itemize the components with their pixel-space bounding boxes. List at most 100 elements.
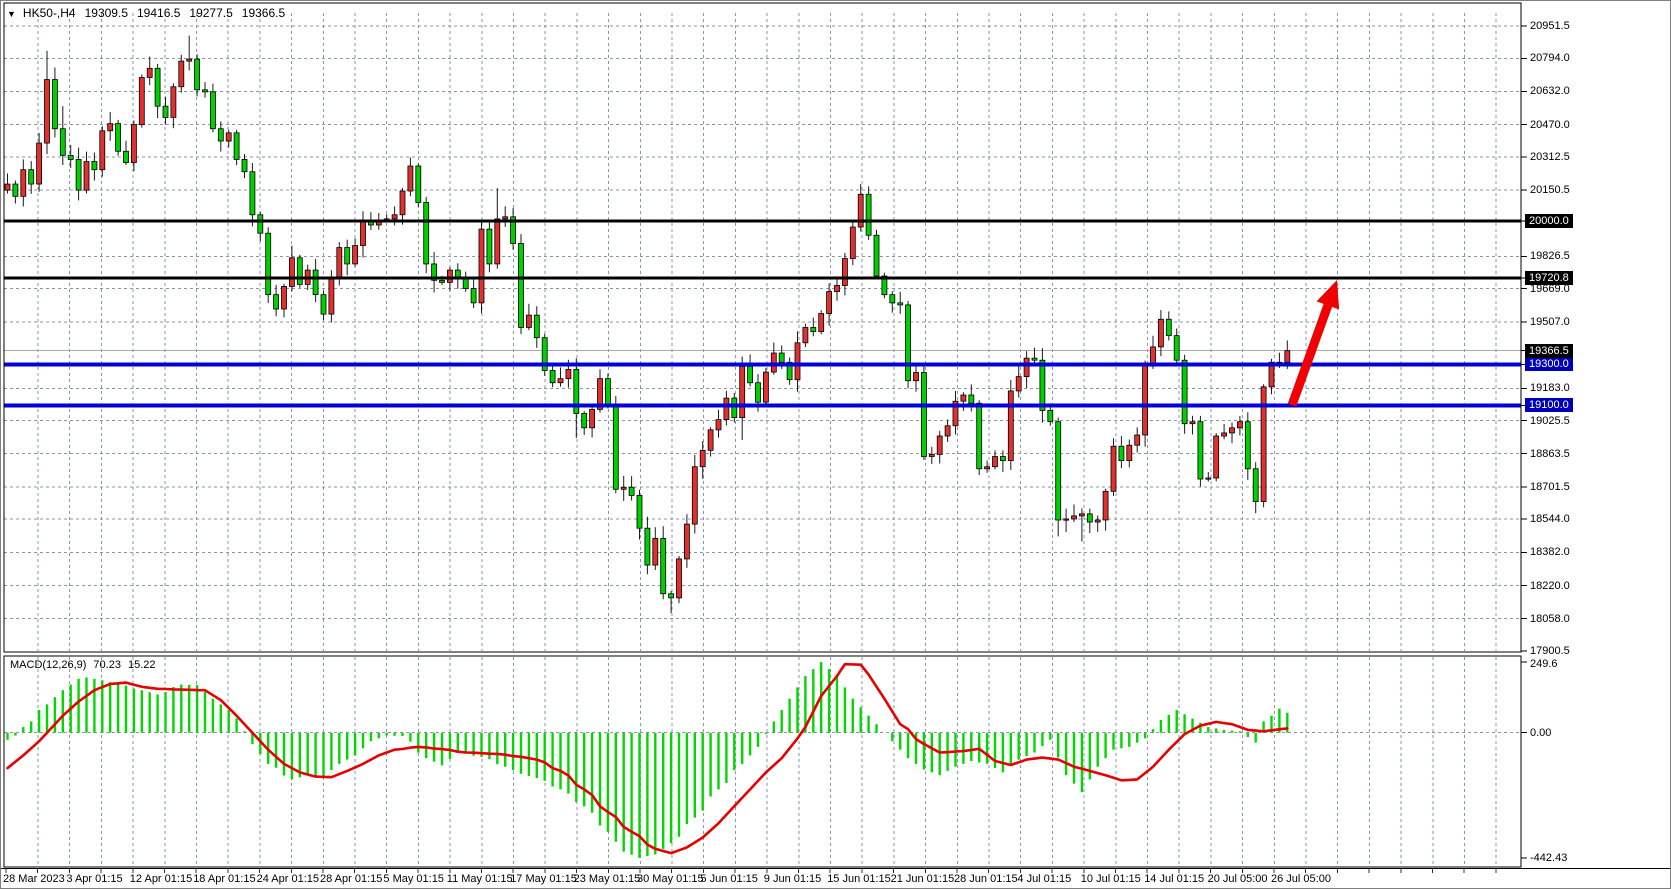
- candle: [810, 317, 817, 337]
- candle: [620, 475, 627, 501]
- candle: [605, 373, 611, 409]
- candle: [510, 208, 517, 250]
- symbol-dropdown-icon[interactable]: ▼: [7, 9, 16, 19]
- price-axis-label: 18220.0: [1530, 579, 1570, 592]
- time-axis-label: 14 Jul 01:15: [1144, 873, 1205, 885]
- price-axis-label: 18544.0: [1530, 513, 1570, 526]
- candle: [889, 291, 896, 313]
- candle: [628, 476, 635, 501]
- candle: [1237, 416, 1243, 436]
- time-axis-label: 11 May 01:15: [446, 873, 513, 885]
- time-axis-label: 5 May 01:15: [383, 873, 444, 885]
- candle: [921, 365, 927, 460]
- candle: [715, 409, 722, 438]
- candle: [202, 82, 208, 98]
- candle: [115, 119, 121, 156]
- time-axis-label: 26 Jul 05:00: [1271, 873, 1331, 885]
- candle: [936, 430, 943, 464]
- candle: [360, 211, 366, 258]
- candle: [1007, 380, 1014, 470]
- candle: [83, 151, 90, 194]
- candle: [130, 120, 137, 172]
- time-axis-label: 5 Jun 01:15: [700, 873, 758, 885]
- candle: [739, 356, 746, 441]
- candle: [818, 310, 825, 335]
- candle: [138, 74, 145, 128]
- candle: [154, 63, 161, 119]
- candle: [59, 106, 66, 166]
- ohlc-open: 19309.5: [84, 6, 128, 20]
- candle: [1158, 310, 1164, 357]
- candle: [652, 527, 659, 571]
- price-level-badge: 19100.0: [1525, 398, 1573, 413]
- candle: [731, 393, 738, 423]
- price-axis-label: 18701.5: [1530, 480, 1570, 493]
- level-lines-layer: [4, 219, 1521, 408]
- candle: [75, 147, 82, 201]
- candle: [320, 290, 327, 321]
- price-level-badge: 19300.0: [1525, 357, 1573, 372]
- candle: [4, 173, 11, 194]
- macd-name: MACD(12,26,9): [10, 659, 87, 671]
- candle: [1031, 347, 1038, 363]
- price-axis-label: 19507.0: [1530, 315, 1570, 328]
- candle: [1165, 311, 1172, 341]
- candle: [541, 333, 548, 376]
- candle: [1110, 438, 1117, 497]
- price-axis-label: 20794.0: [1530, 52, 1570, 65]
- candle: [770, 342, 777, 375]
- candle: [1181, 354, 1188, 434]
- candle: [44, 50, 50, 154]
- candle: [344, 239, 351, 276]
- ohlc-close: 19366.5: [241, 6, 286, 20]
- candles-layer: [4, 35, 1291, 614]
- candle: [462, 271, 469, 292]
- candle: [723, 390, 730, 426]
- ohlc-low: 19277.5: [189, 6, 233, 20]
- price-axis-label: 17900.5: [1530, 645, 1570, 657]
- trend-arrow-shaft[interactable]: [1287, 303, 1333, 407]
- candle: [573, 358, 580, 439]
- candle: [802, 323, 809, 348]
- candle: [1260, 384, 1267, 508]
- time-axis-label: 10 Jul 01:15: [1080, 873, 1141, 885]
- candle: [107, 111, 114, 141]
- candle: [257, 211, 264, 242]
- candle: [913, 364, 919, 392]
- candle: [494, 188, 501, 269]
- price-axis-label: 20150.5: [1530, 184, 1570, 197]
- chart-header: ▼ HK50-,H4 19309.5 19416.5 19277.5 19366.5: [7, 5, 294, 21]
- candle: [992, 450, 998, 470]
- candle: [636, 489, 643, 540]
- price-axis-label: 19183.0: [1530, 382, 1570, 395]
- candle: [660, 526, 667, 600]
- candle: [699, 441, 706, 479]
- candle: [905, 300, 911, 389]
- time-axis-label: 30 May 01:15: [637, 873, 704, 885]
- candle: [1086, 508, 1093, 534]
- symbol-title: HK50-,H4: [22, 6, 76, 20]
- time-axis-label: 9 Jun 01:15: [763, 873, 822, 885]
- price-level-badge: 20000.0: [1525, 213, 1573, 228]
- candle: [1079, 508, 1085, 542]
- candle: [91, 152, 98, 181]
- macd-main-value: 70.23: [93, 659, 121, 671]
- price-axis-label: 18863.5: [1530, 447, 1570, 460]
- trend-arrow-head[interactable]: [1316, 280, 1340, 310]
- candle: [265, 227, 272, 303]
- candle: [518, 234, 524, 335]
- time-axis-label: 28 Jun 01:15: [954, 873, 1018, 885]
- candle: [399, 187, 406, 225]
- candle: [28, 161, 35, 194]
- candle: [968, 384, 975, 412]
- time-axis-label: 28 Mar 2023: [3, 873, 65, 885]
- candle: [944, 419, 951, 442]
- candle: [612, 396, 619, 494]
- candle: [273, 284, 280, 317]
- candle: [486, 219, 493, 273]
- annotation-arrow-layer: [1287, 280, 1340, 407]
- candle: [786, 357, 793, 385]
- candle: [1000, 450, 1006, 472]
